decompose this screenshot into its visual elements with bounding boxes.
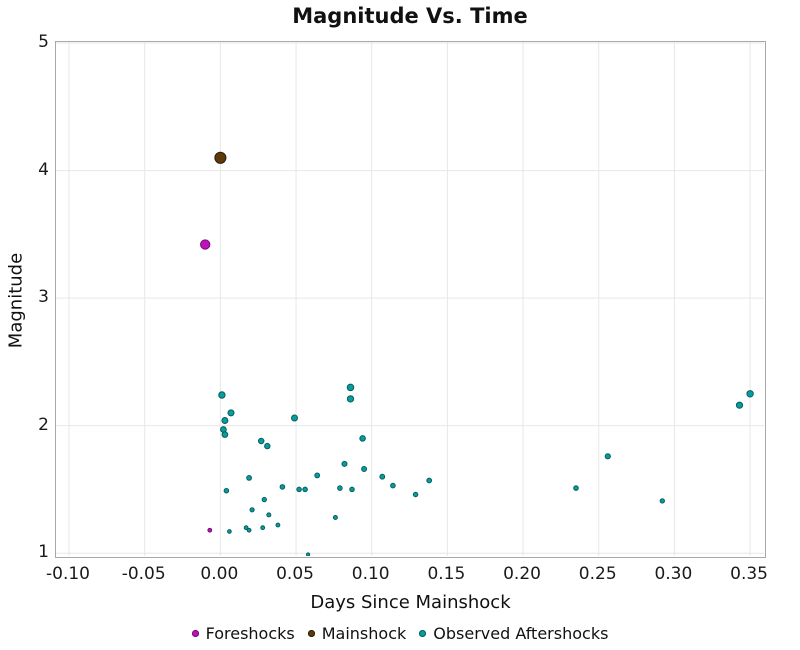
aftershocks-marker-icon <box>419 630 427 637</box>
x-tick-label: -0.05 <box>121 564 166 584</box>
scatter-point-observed-aftershocks <box>359 435 366 442</box>
legend-item-foreshocks: Foreshocks <box>191 624 295 643</box>
scatter-point-observed-aftershocks <box>221 431 229 438</box>
scatter-point-observed-aftershocks <box>346 383 355 392</box>
x-tick-label: 0.35 <box>730 564 768 584</box>
scatter-point-observed-aftershocks <box>349 486 355 493</box>
legend-item-mainshock: Mainshock <box>307 624 407 643</box>
mainshock-marker-icon <box>307 630 315 637</box>
scatter-point-observed-aftershocks <box>266 512 272 518</box>
plot-area <box>55 41 766 558</box>
x-tick-label: 0.15 <box>427 564 466 584</box>
scatter-point-observed-aftershocks <box>659 498 665 504</box>
scatter-plot-canvas <box>56 42 764 556</box>
scatter-point-observed-aftershocks <box>261 496 267 503</box>
legend-label: Observed Aftershocks <box>433 624 609 643</box>
scatter-point-observed-aftershocks <box>604 453 611 460</box>
scatter-point-observed-aftershocks <box>332 515 338 520</box>
y-tick-label: 2 <box>38 414 49 435</box>
x-tick-label: 0.00 <box>200 564 239 584</box>
scatter-point-observed-aftershocks <box>379 473 386 480</box>
scatter-point-observed-aftershocks <box>390 482 396 489</box>
chart-legend: Foreshocks Mainshock Observed Aftershocks <box>0 624 800 643</box>
x-tick-label: -0.10 <box>46 564 91 584</box>
scatter-point-observed-aftershocks <box>264 442 271 450</box>
x-tick-label: 0.30 <box>654 564 693 584</box>
scatter-point-observed-aftershocks <box>735 401 744 409</box>
scatter-point-observed-aftershocks <box>246 475 252 481</box>
scatter-point-observed-aftershocks <box>246 527 252 533</box>
y-tick-label: 5 <box>38 32 49 53</box>
scatter-point-observed-aftershocks <box>260 525 266 531</box>
scatter-point-mainshock <box>214 151 227 164</box>
x-tick-label: 0.05 <box>276 564 314 584</box>
legend-label: Foreshocks <box>205 624 295 643</box>
scatter-point-observed-aftershocks <box>314 472 321 479</box>
scatter-point-observed-aftershocks <box>337 485 343 491</box>
scatter-point-observed-aftershocks <box>279 484 286 490</box>
scatter-point-observed-aftershocks <box>221 417 229 424</box>
y-tick-label: 1 <box>38 542 49 563</box>
y-tick-label: 4 <box>38 159 49 180</box>
scatter-point-observed-aftershocks <box>412 491 419 498</box>
scatter-point-foreshocks <box>200 239 211 250</box>
x-tick-label: 0.10 <box>351 564 390 584</box>
y-axis-title: Magnitude <box>5 252 27 349</box>
foreshocks-marker-icon <box>191 630 199 637</box>
x-tick-label: 0.20 <box>503 564 541 584</box>
scatter-point-observed-aftershocks <box>305 552 311 556</box>
y-tick-label: 3 <box>38 287 49 308</box>
legend-item-observed-aftershocks: Observed Aftershocks <box>419 624 608 643</box>
scatter-point-observed-aftershocks <box>302 486 308 493</box>
scatter-point-observed-aftershocks <box>218 391 226 399</box>
scatter-point-observed-aftershocks <box>275 522 281 528</box>
scatter-point-observed-aftershocks <box>573 485 579 491</box>
scatter-point-observed-aftershocks <box>296 486 302 493</box>
chart-title: Magnitude Vs. Time <box>292 4 528 28</box>
scatter-point-observed-aftershocks <box>243 525 249 531</box>
scatter-point-observed-aftershocks <box>223 487 230 494</box>
x-tick-label: 0.25 <box>578 564 617 584</box>
scatter-point-observed-aftershocks <box>227 529 232 534</box>
legend-label: Mainshock <box>321 624 407 643</box>
scatter-point-observed-aftershocks <box>746 390 754 398</box>
scatter-point-observed-aftershocks <box>346 395 355 403</box>
scatter-point-observed-aftershocks <box>426 477 433 484</box>
scatter-point-observed-aftershocks <box>341 460 348 467</box>
x-axis-title: Days Since Mainshock <box>310 592 511 613</box>
scatter-point-observed-aftershocks <box>361 466 368 472</box>
scatter-point-observed-aftershocks <box>257 437 265 445</box>
scatter-point-foreshocks <box>207 527 213 533</box>
scatter-point-observed-aftershocks <box>227 409 235 417</box>
scatter-point-observed-aftershocks <box>291 414 298 422</box>
scatter-point-observed-aftershocks <box>249 507 255 513</box>
